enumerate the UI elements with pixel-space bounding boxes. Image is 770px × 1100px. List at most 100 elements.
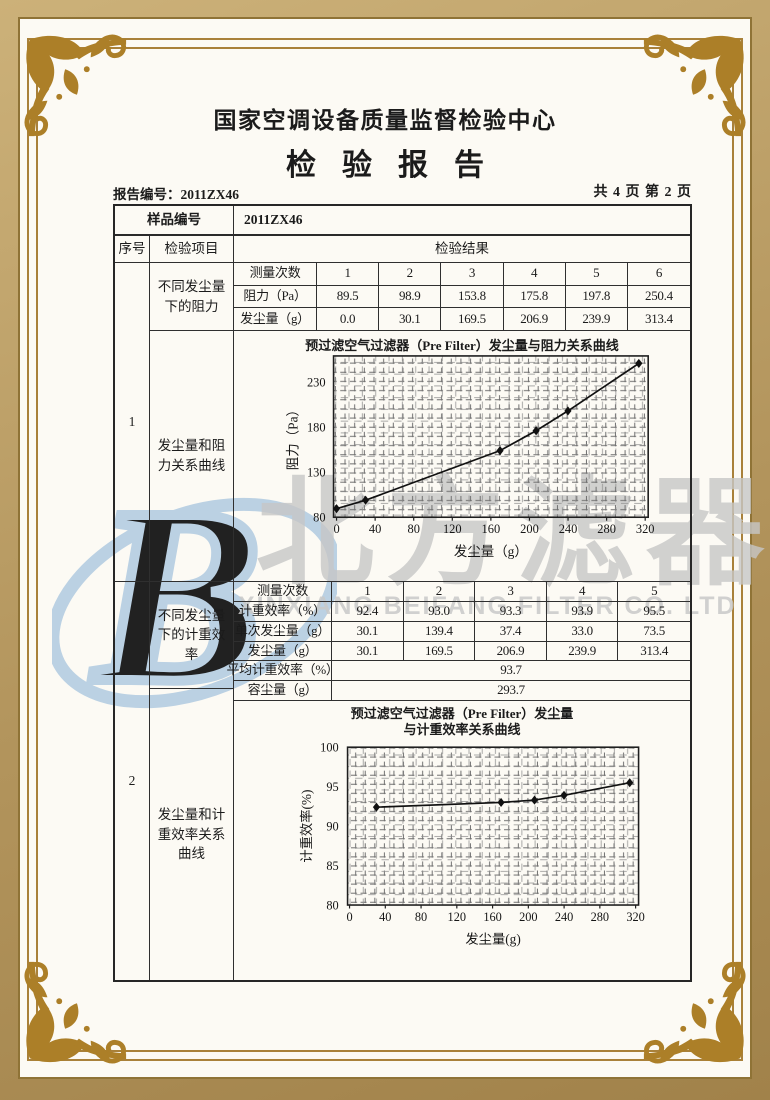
table-cell: 175.8 bbox=[503, 285, 566, 309]
table-cell: 平均计重效率（%） bbox=[226, 661, 339, 682]
row1-item-resistance: 不同发尘量下的阻力 bbox=[150, 263, 234, 331]
y-tick-label: 80 bbox=[326, 898, 338, 912]
data-point-marker bbox=[626, 778, 634, 788]
x-tick-label: 0 bbox=[346, 910, 352, 924]
column-header-result: 检验结果 bbox=[234, 236, 690, 263]
row1-item-curve: 发尘量和阻力关系曲线 bbox=[150, 331, 234, 582]
table-cell: 93.9 bbox=[546, 601, 619, 622]
table-cell: 30.1 bbox=[332, 621, 404, 642]
table-cell: 239.9 bbox=[546, 641, 619, 662]
table-cell: 2 bbox=[403, 582, 476, 602]
x-tick-label: 80 bbox=[415, 910, 427, 924]
x-tick-label: 320 bbox=[626, 910, 645, 924]
table-cell: 250.4 bbox=[627, 286, 690, 309]
watermark-english-text: XINXIANG BEIFANG FILTER CO. LTD bbox=[238, 592, 737, 620]
x-tick-label: 280 bbox=[597, 522, 616, 536]
table-cell: 37.4 bbox=[475, 621, 547, 642]
y-axis-title: 计重效率(%) bbox=[298, 790, 314, 863]
table-cell: 93.0 bbox=[403, 601, 476, 622]
table-cell: 0.0 bbox=[317, 308, 380, 331]
table-cell: 169.5 bbox=[441, 308, 504, 331]
table-cell: 73.5 bbox=[618, 622, 690, 642]
table-cell: 89.5 bbox=[317, 285, 380, 309]
resistance-chart-zone: 预过滤空气过滤器（Pre Filter）发尘量与阻力关系曲线 0 40 80 120 1… bbox=[234, 331, 690, 581]
x-tick-label: 40 bbox=[379, 910, 391, 924]
table-cell: 6 bbox=[627, 263, 690, 286]
table-cell: 33.0 bbox=[546, 621, 619, 642]
x-axis-title: 发尘量（g） bbox=[454, 544, 528, 559]
y-tick-label: 130 bbox=[307, 466, 326, 480]
x-axis-title: 发尘量(g) bbox=[465, 932, 520, 947]
x-tick-label: 160 bbox=[483, 910, 502, 924]
row2-item-curve: 发尘量和计重效率关系曲线 bbox=[150, 689, 234, 980]
report-title: 检验报告 bbox=[286, 149, 510, 182]
table-cell: 93.7 bbox=[332, 661, 690, 682]
data-point-marker bbox=[361, 495, 370, 505]
table-cell: 4 bbox=[546, 582, 619, 602]
x-tick-label: 240 bbox=[555, 910, 574, 924]
table-cell: 95.5 bbox=[618, 602, 690, 622]
x-tick-label: 200 bbox=[520, 522, 539, 536]
table-cell: 30.1 bbox=[379, 308, 442, 331]
chart2-title-line1: 预过滤空气过滤器（Pre Filter）发尘量 bbox=[350, 706, 574, 721]
x-tick-label: 280 bbox=[591, 910, 610, 924]
table-cell: 293.7 bbox=[332, 681, 690, 702]
x-tick-label: 120 bbox=[443, 522, 462, 536]
table-cell: 98.9 bbox=[379, 285, 442, 309]
y-tick-label: 80 bbox=[313, 511, 325, 525]
table-cell: 3 bbox=[441, 263, 504, 286]
table-cell: 阻力（Pa） bbox=[234, 285, 317, 309]
row1-results: 测量次数 1 2 3 4 5 6 阻力（Pa） 89.5 98.9 153.8 175.8 197.8 2… bbox=[234, 263, 690, 582]
efficiency-chart: 0 40 80 120 160 200 240 280 320 80 85 90 95 100 发尘量(g)… bbox=[298, 741, 645, 947]
table-cell: 3 bbox=[475, 582, 547, 602]
table-cell: 发尘量（g） bbox=[234, 641, 332, 662]
table-cell: 313.4 bbox=[618, 642, 690, 662]
row2-item-efficiency: 不同发尘量下的计重效率 bbox=[150, 582, 234, 689]
chart-grid bbox=[333, 355, 649, 518]
table-cell: 92.4 bbox=[332, 601, 404, 622]
row2-results: 测量次数 1 2 3 4 5 计重效率（%） 92.4 93.0 93.3 93.9 95.5 单次发尘… bbox=[226, 582, 690, 980]
page-number: 共 4 页 第 2 页 bbox=[593, 185, 692, 200]
table-cell: 30.1 bbox=[332, 641, 404, 662]
row1-seq: 1 bbox=[115, 263, 150, 582]
column-header-item: 检验项目 bbox=[150, 236, 234, 263]
corner-ornament-top-left-icon bbox=[24, 34, 127, 137]
table-cell: 153.8 bbox=[441, 285, 504, 309]
x-tick-label: 120 bbox=[448, 910, 467, 924]
center-name-title: 国家空调设备质量监督检验中心 bbox=[213, 107, 557, 133]
table-cell: 容尘量（g） bbox=[234, 681, 332, 702]
table-cell: 206.9 bbox=[475, 641, 547, 662]
sample-number-value: 2011ZX46 bbox=[234, 206, 690, 236]
x-tick-label: 160 bbox=[482, 522, 501, 536]
table-cell: 197.8 bbox=[565, 285, 628, 309]
table-cell: 5 bbox=[618, 582, 690, 602]
resistance-table: 测量次数 1 2 3 4 5 6 阻力（Pa） 89.5 98.9 153.8 175.8 197.8 2… bbox=[234, 263, 690, 331]
table-cell: 测量次数 bbox=[234, 582, 332, 602]
frame-inner-line bbox=[36, 47, 734, 1052]
table-cell: 139.4 bbox=[403, 621, 476, 642]
chart1-title: 预过滤空气过滤器（Pre Filter）发尘量与阻力关系曲线 bbox=[305, 338, 619, 353]
data-point-marker bbox=[497, 797, 505, 807]
y-tick-label: 180 bbox=[307, 420, 326, 434]
y-tick-label: 85 bbox=[326, 859, 338, 873]
table-cell: 2 bbox=[379, 263, 442, 286]
chart-grid bbox=[347, 747, 639, 906]
y-tick-label: 95 bbox=[326, 780, 338, 794]
resistance-chart: 0 40 80 120 160 200 240 280 320 80 130 180 230 发尘量（g）… bbox=[286, 355, 655, 559]
table-cell: 4 bbox=[503, 263, 566, 286]
table-cell: 发尘量（g） bbox=[234, 308, 317, 331]
y-tick-label: 100 bbox=[320, 741, 339, 755]
table-cell: 313.4 bbox=[627, 308, 690, 331]
x-tick-label: 200 bbox=[519, 910, 538, 924]
x-tick-label: 80 bbox=[407, 522, 419, 536]
x-tick-label: 0 bbox=[333, 522, 339, 536]
results-table: 样品编号 2011ZX46 序号 检验项目 检验结果 1 不同发尘量下的阻力 发… bbox=[113, 204, 692, 982]
chart2-title-line2: 与计重效率关系曲线 bbox=[403, 722, 521, 737]
sample-number-label: 样品编号 bbox=[115, 206, 234, 236]
table-cell: 1 bbox=[317, 263, 380, 286]
y-axis-title: 阻力（Pa） bbox=[286, 403, 301, 470]
y-tick-label: 230 bbox=[307, 375, 326, 389]
table-cell: 93.3 bbox=[475, 601, 547, 622]
table-cell: 计重效率（%） bbox=[234, 601, 332, 622]
